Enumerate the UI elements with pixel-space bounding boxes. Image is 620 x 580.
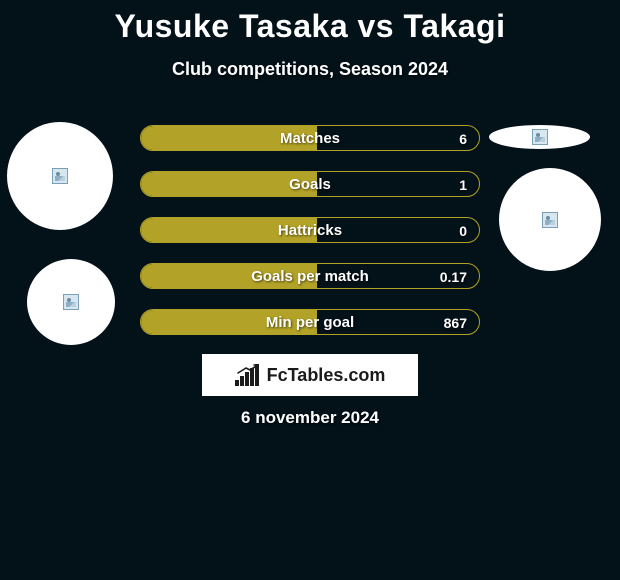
stat-bar-label: Goals [141,172,479,197]
image-placeholder-icon [52,168,68,184]
stat-bar: Matches6 [140,125,480,151]
image-placeholder-icon [63,294,79,310]
stat-bar-value: 0 [459,218,467,243]
stat-bar-value: 6 [459,126,467,151]
subtitle: Club competitions, Season 2024 [0,59,620,80]
brand-logo: FcTables.com [202,354,418,396]
stat-bar: Goals per match0.17 [140,263,480,289]
stat-bar-label: Hattricks [141,218,479,243]
avatar-4 [499,168,601,271]
stat-bar-label: Matches [141,126,479,151]
stats-bars: Matches6Goals1Hattricks0Goals per match0… [140,125,480,355]
avatar-2 [27,259,115,345]
date-label: 6 november 2024 [0,408,620,428]
stat-bar: Goals1 [140,171,480,197]
stat-bar-label: Goals per match [141,264,479,289]
stat-bar: Hattricks0 [140,217,480,243]
stat-bar-label: Min per goal [141,310,479,335]
stat-bar-value: 1 [459,172,467,197]
image-placeholder-icon [532,129,548,145]
image-placeholder-icon [542,212,558,228]
stat-bar-value: 867 [444,310,467,335]
avatar-1 [7,122,113,230]
brand-text: FcTables.com [267,365,386,386]
page-title: Yusuke Tasaka vs Takagi [0,0,620,45]
avatar-3 [489,125,590,149]
bar-chart-icon [235,364,261,386]
stat-bar-value: 0.17 [440,264,467,289]
stat-bar: Min per goal867 [140,309,480,335]
